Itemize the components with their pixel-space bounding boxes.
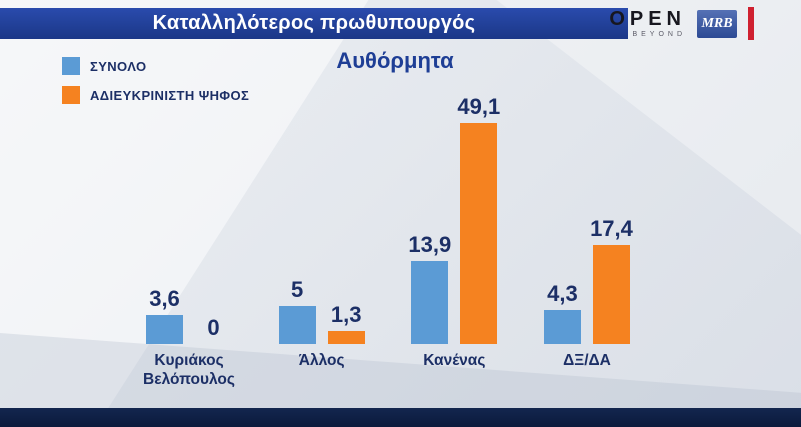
category-label: Κανένας <box>423 352 486 369</box>
value-label: 3,6 <box>149 286 180 311</box>
value-label: 5 <box>291 277 304 302</box>
bar-unit: 49,1 <box>457 94 501 344</box>
open-channel-logo: OPEN BEYOND <box>609 9 686 38</box>
chart-group: 13,9 49,1 Κανένας <box>393 94 515 391</box>
category-label: Κυριάκος Βελόπουλος <box>143 352 235 389</box>
bar-unit: 4,3 <box>541 281 583 344</box>
bar-unit: 5 <box>276 277 318 344</box>
header-bar: Καταλληλότερος πρωθυπουργός <box>0 8 628 39</box>
chart-group: 4,3 17,4 ΔΞ/ΔΑ <box>526 216 648 391</box>
bar-unit: 0 <box>193 315 235 344</box>
bar-unit: 17,4 <box>590 216 633 344</box>
bar-pair: 5 1,3 <box>276 277 367 344</box>
bar-synolo <box>278 306 316 344</box>
value-label: 13,9 <box>408 232 452 257</box>
open-logo-tagline: BEYOND <box>632 31 686 38</box>
legend-item-adieukrinisti: ΑΔΙΕΥΚΡΙΝΙΣΤΗ ΨΗΦΟΣ <box>62 86 249 104</box>
chart-group: 3,6 0 Κυριάκος Βελόπουλος <box>128 286 250 391</box>
category-label: ΔΞ/ΔΑ <box>563 352 611 369</box>
chart-group: 5 1,3 Άλλος <box>261 277 383 391</box>
bar-synolo <box>146 315 183 344</box>
bar-pair: 13,9 49,1 <box>408 94 501 344</box>
chart-title: Αυθόρμητα <box>336 48 454 73</box>
value-label: 17,4 <box>590 216 633 241</box>
bar-unit: 3,6 <box>144 286 186 344</box>
bar-adieukrinisti <box>327 331 365 344</box>
bar-synolo <box>543 310 581 344</box>
bar-pair: 3,6 0 <box>144 286 235 344</box>
legend-label: ΑΔΙΕΥΚΡΙΝΙΣΤΗ ΨΗΦΟΣ <box>90 87 250 103</box>
bar-unit: 13,9 <box>408 232 452 344</box>
bar-adieukrinisti <box>592 245 630 344</box>
page-title: Καταλληλότερος πρωθυπουργός <box>152 12 476 34</box>
category-label: Άλλος <box>298 352 345 369</box>
bottom-bar <box>0 408 801 427</box>
value-label: 49,1 <box>457 94 501 119</box>
bar-adieukrinisti <box>460 123 498 344</box>
chart-legend: ΣΥΝΟΛΟ ΑΔΙΕΥΚΡΙΝΙΣΤΗ ΨΗΦΟΣ <box>62 57 249 115</box>
open-logo-text: OPEN <box>609 8 686 30</box>
chart-groups: 3,6 0 Κυριάκος Βελόπουλος 5 1,3 Άλλος 13,9 49,1… <box>128 94 648 391</box>
bar-pair: 4,3 17,4 <box>541 216 633 344</box>
legend-item-synolo: ΣΥΝΟΛΟ <box>62 57 249 75</box>
red-stripe-decoration <box>748 7 754 40</box>
bar-unit: 1,3 <box>325 302 367 344</box>
legend-swatch-orange <box>62 86 80 104</box>
value-label: 1,3 <box>330 302 362 327</box>
value-label: 4,3 <box>547 281 578 306</box>
legend-label: ΣΥΝΟΛΟ <box>90 58 147 74</box>
logo-row: OPEN BEYOND MRB <box>609 7 754 40</box>
bar-synolo <box>411 261 449 344</box>
legend-swatch-blue <box>62 57 80 75</box>
mrb-logo: MRB <box>697 9 737 38</box>
value-label: 0 <box>207 315 220 340</box>
